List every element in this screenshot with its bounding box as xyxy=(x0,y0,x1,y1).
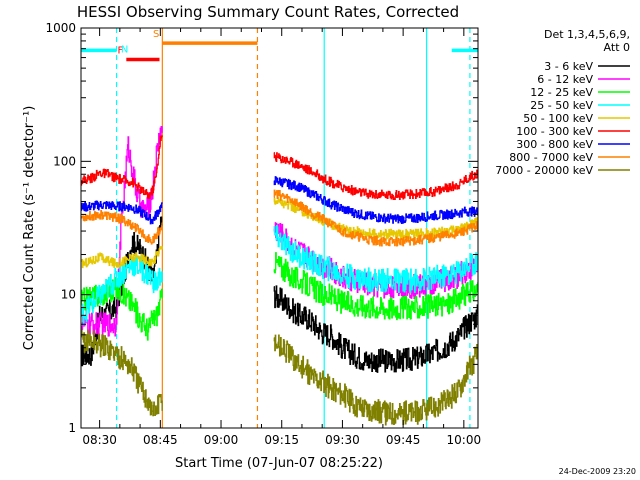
x-tick-label: 08:30 xyxy=(82,433,117,447)
y-tick-label: 10 xyxy=(61,288,76,302)
y-tick-label: 1000 xyxy=(45,21,76,35)
series-layer xyxy=(81,126,478,426)
x-tick-label: 08:45 xyxy=(143,433,178,447)
state-flag-bars: FNNS xyxy=(81,29,478,62)
chart-title: HESSI Observing Summary Count Rates, Cor… xyxy=(77,3,459,21)
legend-entry-label: 7000 - 20000 keV xyxy=(495,164,593,177)
series-line xyxy=(81,189,478,247)
x-tick-label: 09:45 xyxy=(386,433,421,447)
plot-frame xyxy=(80,27,479,429)
series-line xyxy=(81,252,478,341)
legend-entry-label: 100 - 300 keV xyxy=(516,125,593,138)
legend-header-line-2: Att 0 xyxy=(604,41,630,54)
legend-header-line-1: Det 1,3,4,5,6,9, xyxy=(544,28,630,41)
flag-label: S xyxy=(153,29,159,40)
x-tick-label: 09:15 xyxy=(264,433,299,447)
legend-entry-label: 6 - 12 keV xyxy=(537,73,593,86)
y-axis-label: Corrected Count Rate (s⁻¹ detector⁻¹) xyxy=(22,106,37,351)
flag-label: F xyxy=(118,46,124,57)
y-tick-label: 100 xyxy=(53,154,76,168)
series-line xyxy=(81,135,478,201)
series-line xyxy=(81,224,478,326)
legend-entry-label: 300 - 800 keV xyxy=(516,138,593,151)
series-line xyxy=(81,176,478,225)
x-axis: 08:30 08:45 09:00 09:15 09:30 09:45 10:00 xyxy=(82,28,481,447)
legend-entry-label: 25 - 50 keV xyxy=(530,99,593,112)
legend-entry-label: 800 - 7000 keV xyxy=(509,151,593,164)
legend-entry-label: 12 - 25 keV xyxy=(530,86,593,99)
x-tick-label: 09:30 xyxy=(325,433,360,447)
timestamp: 24-Dec-2009 23:20 xyxy=(559,467,636,476)
x-axis-label: Start Time (07-Jun-07 08:25:22) xyxy=(175,456,383,471)
x-tick-label: 10:00 xyxy=(447,433,482,447)
legend-entry-label: 50 - 100 keV xyxy=(523,112,593,125)
series-line xyxy=(81,329,478,426)
x-tick-label: 09:00 xyxy=(204,433,239,447)
y-axis: 1 10 100 1000 xyxy=(45,21,478,435)
series-line xyxy=(81,197,478,269)
legend-entry-label: 3 - 6 keV xyxy=(544,60,593,73)
flag-label: N xyxy=(121,44,128,55)
y-tick-label: 1 xyxy=(68,421,76,435)
